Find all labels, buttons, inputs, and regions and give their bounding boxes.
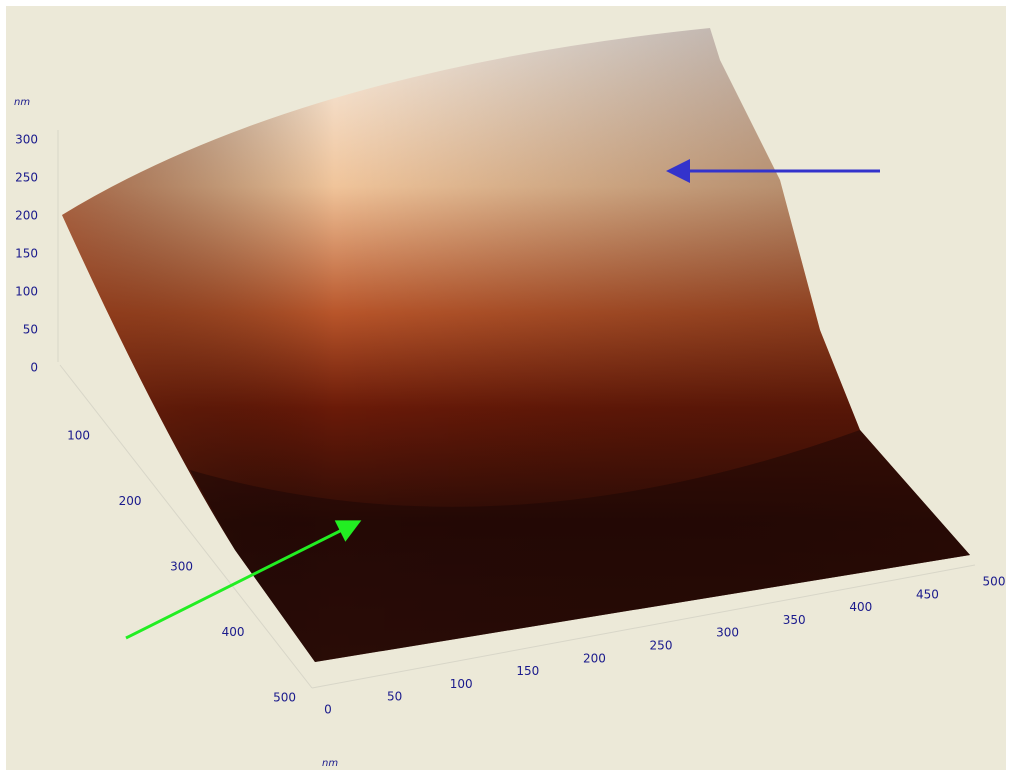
z-tick-label: 200 (15, 209, 38, 223)
z-unit: nm (14, 97, 30, 108)
x-tick-label: 500 (983, 575, 1006, 589)
x-tick-label: 350 (783, 613, 806, 627)
y-tick-label: 500 (273, 691, 296, 705)
x-tick-label: 400 (849, 600, 872, 614)
x-tick-label: 150 (516, 664, 539, 678)
y-tick-label: 100 (67, 429, 90, 443)
x-tick-label: 0 (324, 703, 332, 717)
x-tick-label: 300 (716, 626, 739, 640)
z-tick-label: 100 (15, 285, 38, 299)
z-tick-label: 250 (15, 171, 38, 185)
y-tick-label: 300 (170, 560, 193, 574)
z-tick-label: 50 (23, 323, 38, 337)
y-tick-label: 200 (119, 494, 142, 508)
x-unit: nm (322, 758, 338, 769)
z-tick-label: 150 (15, 247, 38, 261)
x-tick-label: 100 (450, 677, 473, 691)
y-tick-label: 400 (222, 625, 245, 639)
page: nm nm 0 50 100 150 200 250 300 100 200 300 400 500 0… (0, 0, 1010, 774)
x-tick-label: 250 (650, 639, 673, 653)
afm-view: nm nm 0 50 100 150 200 250 300 100 200 300 400 500 0… (0, 0, 1010, 774)
z-tick-label: 300 (15, 133, 38, 147)
x-tick-label: 450 (916, 587, 939, 601)
x-tick-label: 50 (387, 690, 402, 704)
x-tick-label: 200 (583, 651, 606, 665)
z-tick-label: 0 (30, 361, 38, 375)
